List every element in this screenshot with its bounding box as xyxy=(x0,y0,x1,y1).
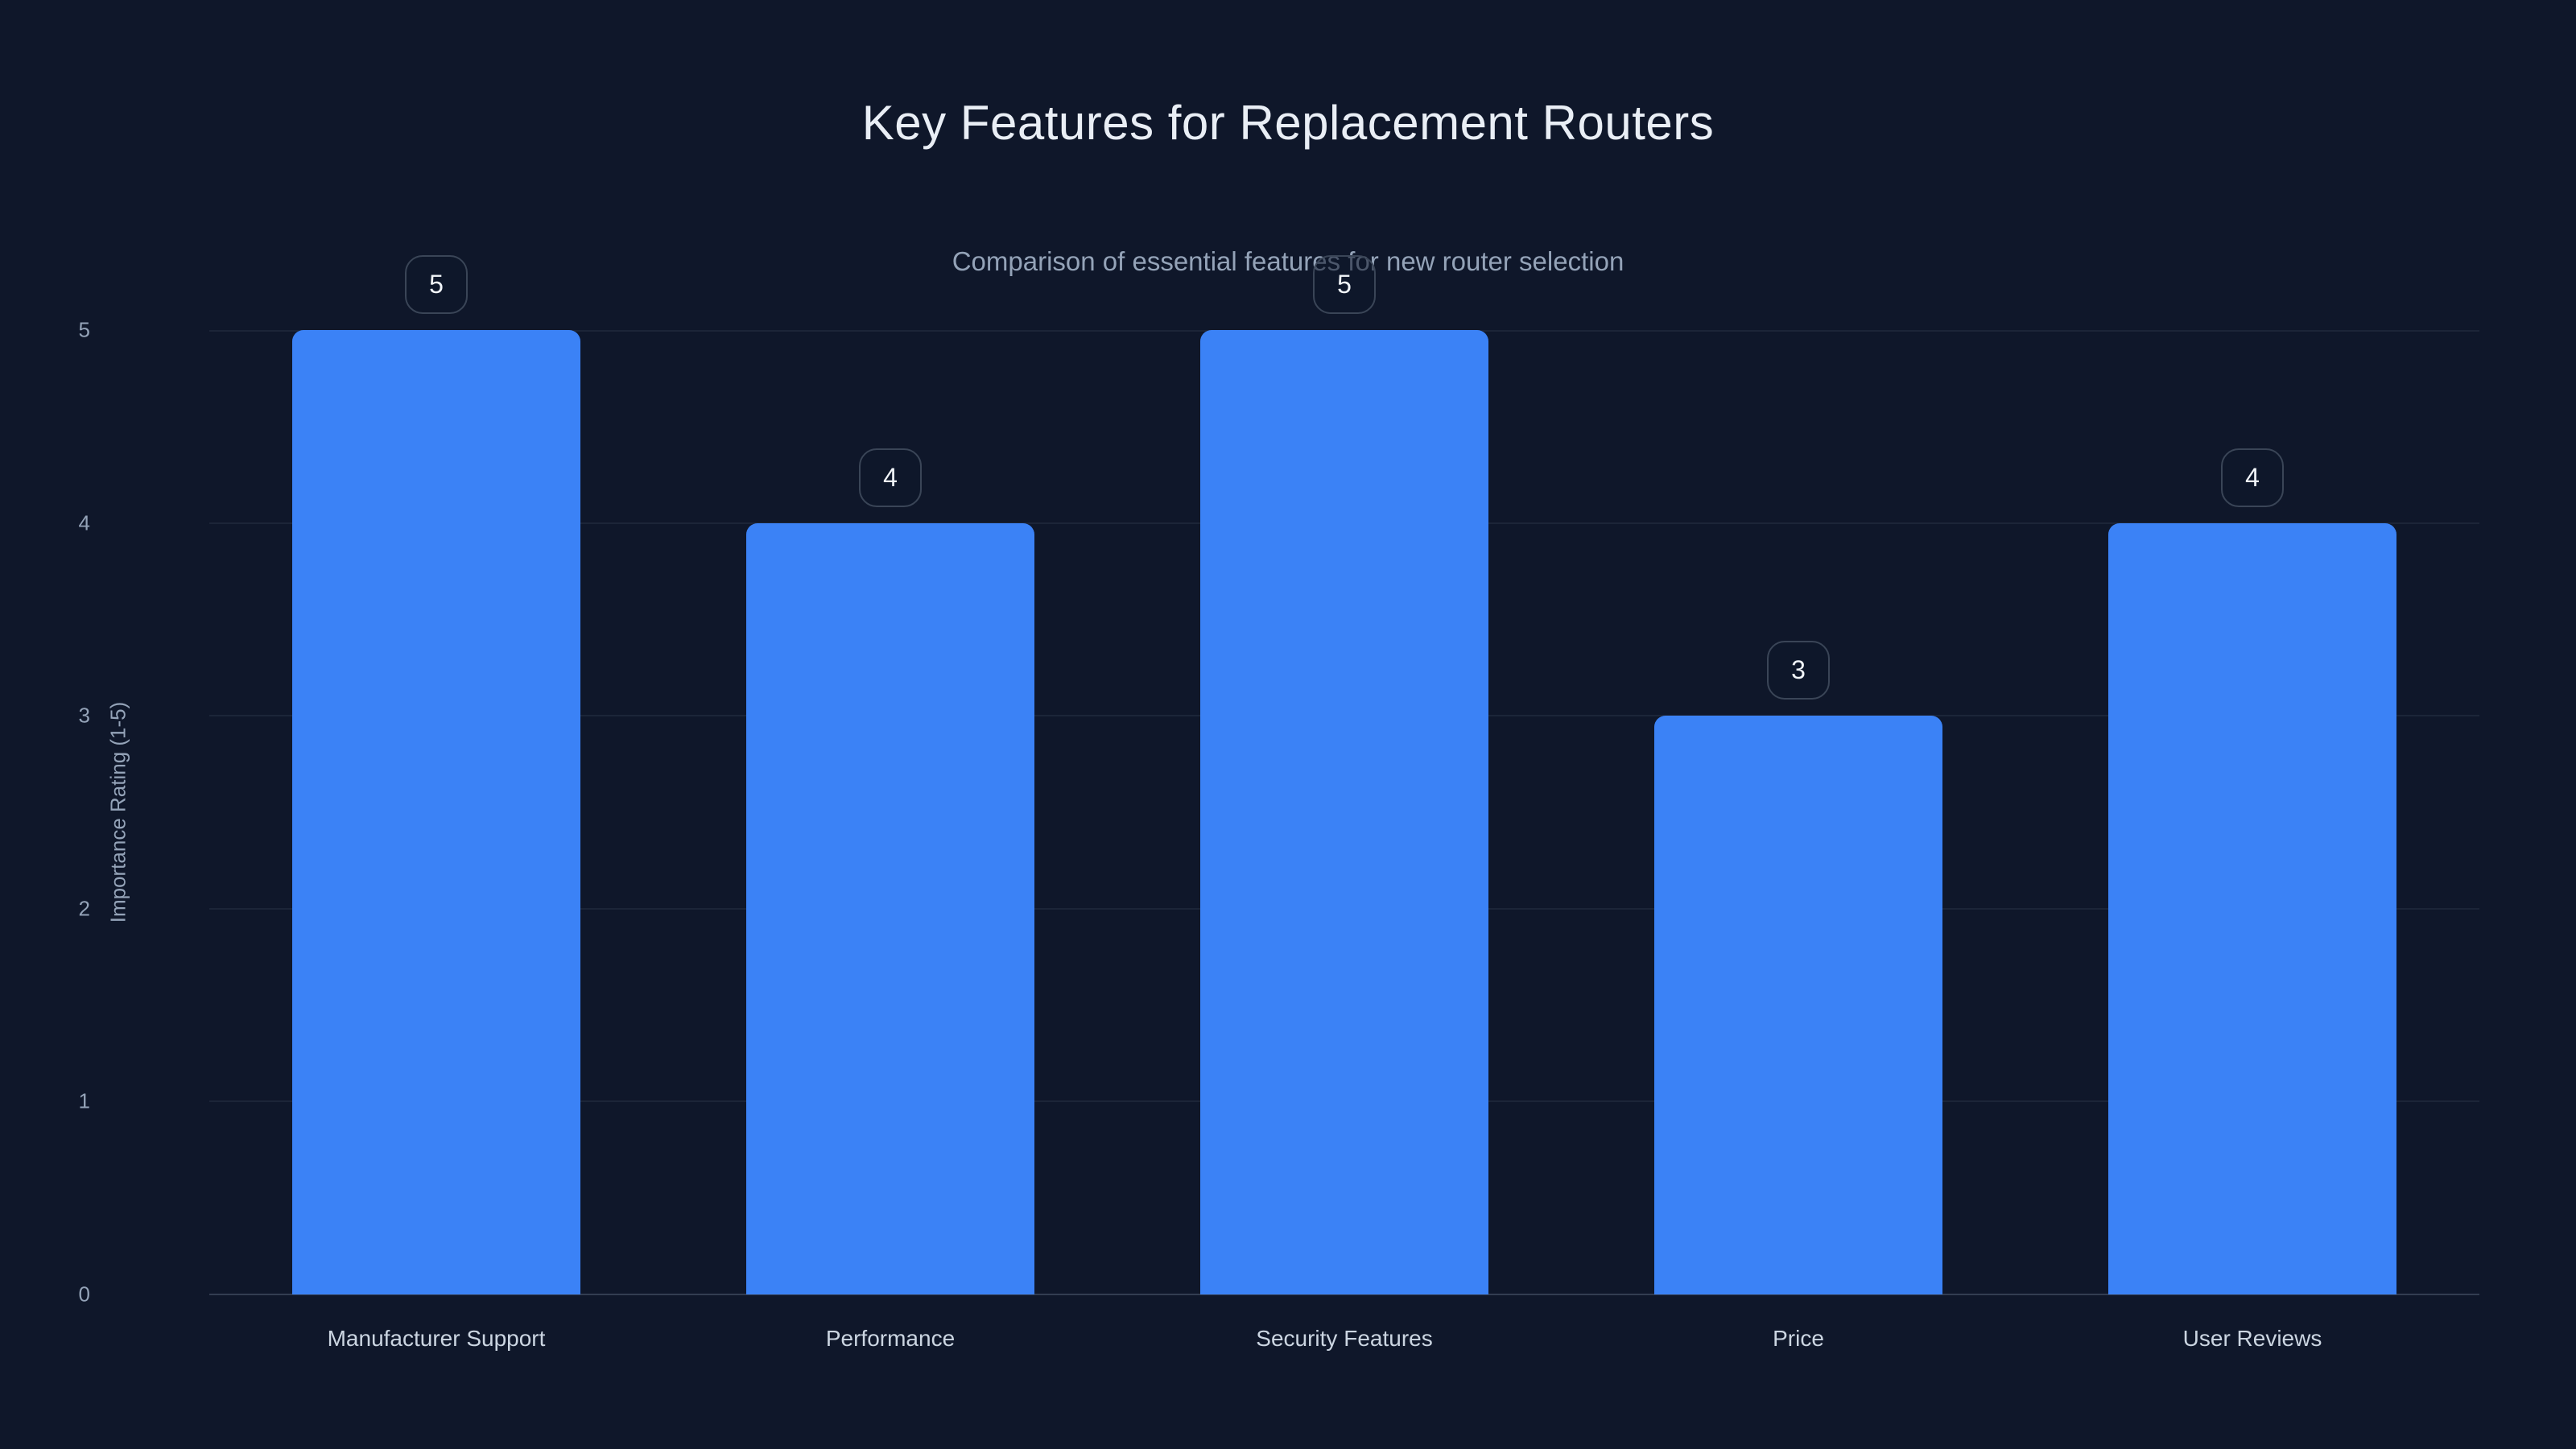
value-badge-user-reviews: 4 xyxy=(2221,448,2284,507)
chart-title: Key Features for Replacement Routers xyxy=(861,96,1715,150)
x-category-label-performance: Performance xyxy=(825,1326,956,1351)
y-tick-label-0: 0 xyxy=(78,1282,90,1307)
y-tick-label-4: 4 xyxy=(78,510,90,535)
bar-column-price: 3 xyxy=(1571,330,2025,1294)
y-tick-label-3: 3 xyxy=(78,703,90,728)
x-category-label-security-features: Security Features xyxy=(1256,1326,1433,1351)
value-badge-security-features: 5 xyxy=(1313,255,1376,314)
bar-column-security-features: 5 xyxy=(1117,255,1571,1294)
chart-subtitle: Comparison of essential features for new… xyxy=(952,246,1624,276)
bar-user-reviews[interactable] xyxy=(2108,523,2396,1294)
x-category-label-user-reviews: User Reviews xyxy=(2182,1326,2322,1351)
value-badge-price: 3 xyxy=(1767,641,1830,700)
x-category-label-manufacturer-support: Manufacturer Support xyxy=(327,1326,546,1351)
bar-price[interactable] xyxy=(1654,716,1942,1294)
bar-column-user-reviews: 4 xyxy=(2025,330,2479,1294)
y-tick-label-5: 5 xyxy=(78,317,90,342)
y-tick-label-2: 2 xyxy=(78,896,90,921)
bar-manufacturer-support[interactable] xyxy=(292,330,580,1294)
x-category-label-price: Price xyxy=(1773,1326,1824,1351)
bar-column-performance: 4 xyxy=(663,330,1117,1294)
value-badge-manufacturer-support: 5 xyxy=(405,255,468,314)
bar-column-manufacturer-support: 5 xyxy=(209,255,663,1294)
y-tick-label-1: 1 xyxy=(78,1088,90,1113)
bar-performance[interactable] xyxy=(746,523,1034,1294)
x-axis-baseline xyxy=(209,1294,2479,1295)
y-axis-title: Importance Rating (1-5) xyxy=(105,701,130,923)
plot-area: 0 1 2 3 4 5 5 Manufacturer Support 4 Performance 5… xyxy=(79,255,2479,1351)
value-badge-performance: 4 xyxy=(859,448,922,507)
bar-security-features[interactable] xyxy=(1200,330,1488,1294)
